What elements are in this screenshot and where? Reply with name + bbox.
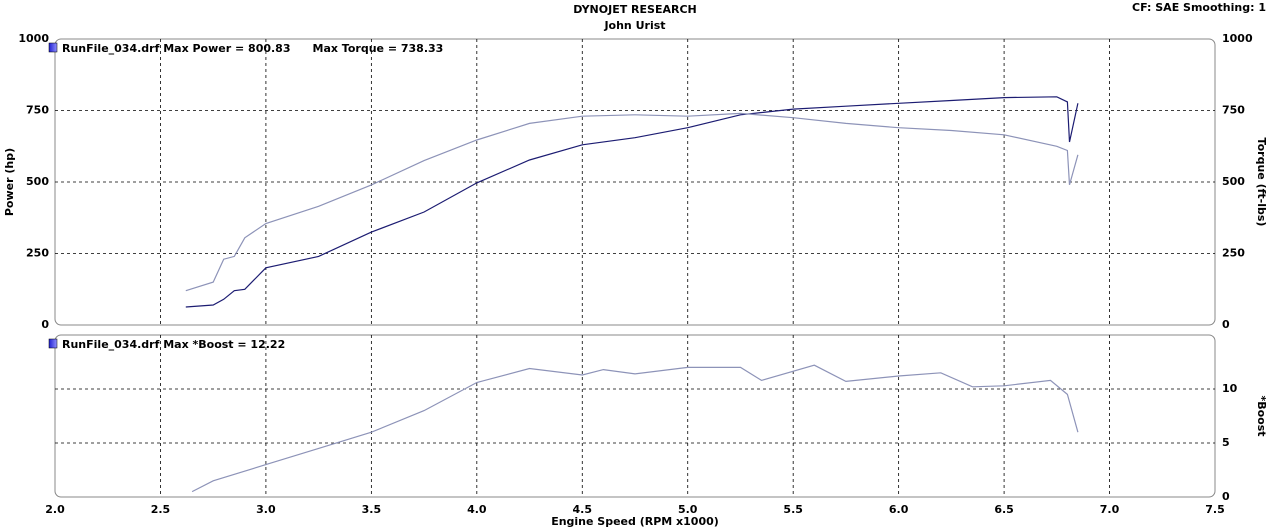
data-line — [185, 112, 1079, 292]
x-tick-label: 2.0 — [45, 503, 65, 516]
legend-entry: RunFile_034.drf Max *Boost = 12.22 — [62, 338, 285, 351]
settings-note: CF: SAE Smoothing: 1 — [1132, 1, 1266, 14]
legend-icon — [48, 338, 58, 349]
chart-subtitle: John Urist — [603, 19, 665, 32]
legend-entry: RunFile_034.drf Max Power = 800.83 — [62, 42, 291, 55]
x-tick-label: 7.5 — [1205, 503, 1225, 516]
x-tick-label: 6.5 — [994, 503, 1014, 516]
y-tick-label: 750 — [26, 104, 49, 117]
x-tick-label: 2.5 — [151, 503, 171, 516]
data-line — [191, 364, 1079, 493]
y2-tick-label: 10 — [1222, 382, 1238, 395]
x-axis-label: Engine Speed (RPM x1000) — [551, 515, 719, 528]
y2-tick-label: 500 — [1222, 175, 1245, 188]
y-tick-label: 0 — [41, 318, 49, 331]
y-tick-label: 500 — [26, 175, 49, 188]
x-tick-label: 3.5 — [362, 503, 382, 516]
x-tick-label: 5.5 — [783, 503, 803, 516]
y2-axis-label: Torque (ft-lbs) — [1255, 138, 1268, 227]
legend-entry: Max Torque = 738.33 — [313, 42, 444, 55]
y2-tick-label: 1000 — [1222, 32, 1253, 45]
panel-border — [54, 334, 1216, 498]
y-tick-label: 250 — [26, 247, 49, 260]
y-tick-label: 1000 — [18, 32, 49, 45]
y2-tick-label: 750 — [1222, 104, 1245, 117]
chart-title: DYNOJET RESEARCH — [573, 3, 696, 16]
y2-tick-label: 5 — [1222, 436, 1230, 449]
y2-tick-label: 250 — [1222, 247, 1245, 260]
x-tick-label: 5.0 — [678, 503, 698, 516]
legend-icon — [48, 42, 58, 53]
x-tick-label: 4.5 — [573, 503, 593, 516]
x-tick-label: 3.0 — [256, 503, 276, 516]
y2-tick-label: 0 — [1222, 490, 1230, 503]
data-line — [185, 96, 1079, 308]
x-tick-label: 7.0 — [1100, 503, 1120, 516]
y2-tick-label: 0 — [1222, 318, 1230, 331]
x-tick-label: 6.0 — [889, 503, 909, 516]
y-axis-label: Power (hp) — [3, 148, 16, 216]
x-tick-label: 4.0 — [467, 503, 487, 516]
y2-axis-label: *Boost — [1255, 395, 1268, 436]
